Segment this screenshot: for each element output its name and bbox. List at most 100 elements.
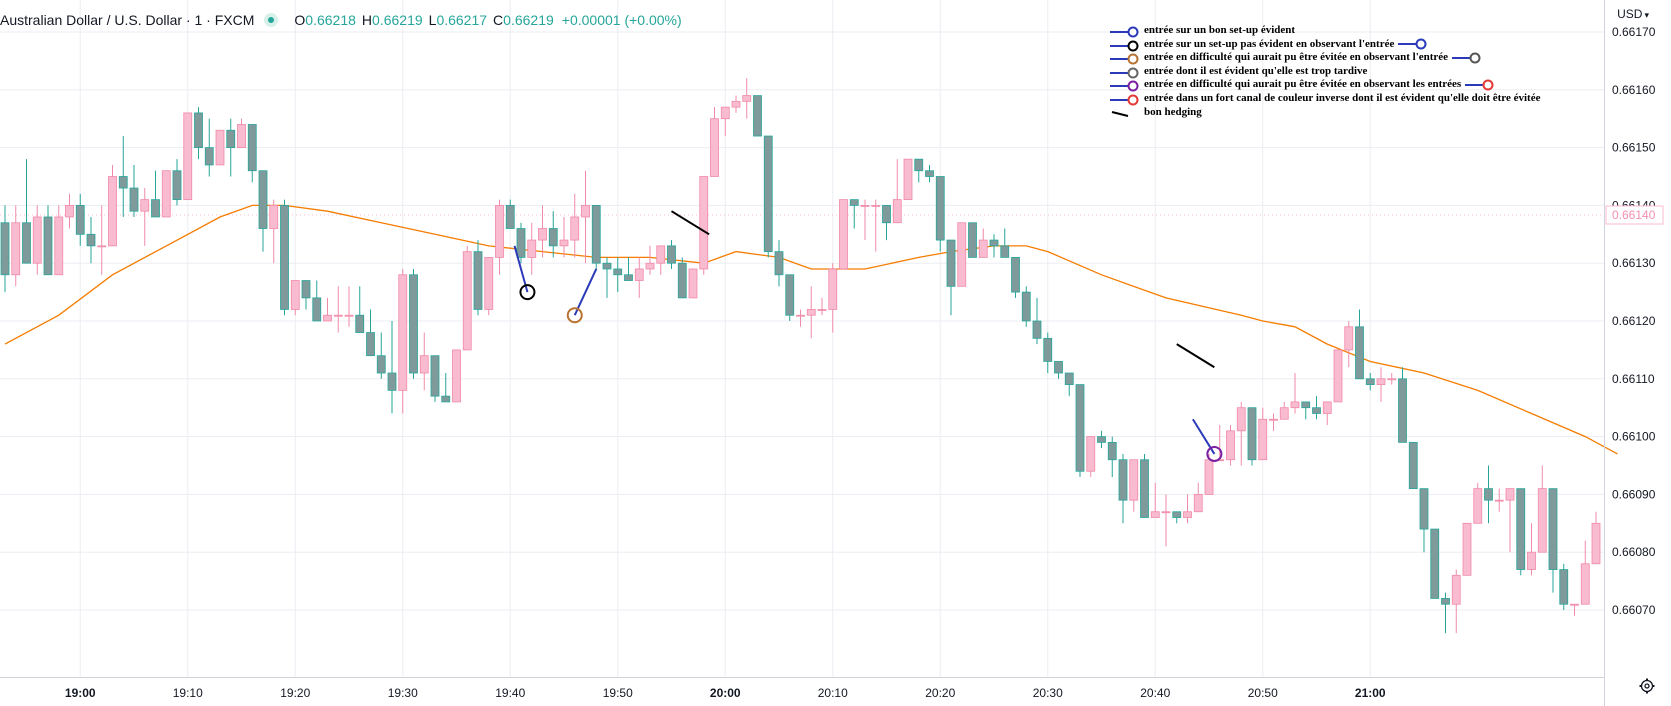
time-axis[interactable]: 19:00 19:10 19:20 19:30 19:40 19:50 20:00 20:10…	[65, 686, 1386, 700]
candle-body	[1279, 407, 1289, 420]
time-tick-label: 19:20	[280, 686, 310, 700]
candle-body	[344, 314, 354, 317]
candle	[1462, 522, 1472, 576]
candle-body	[43, 216, 53, 276]
candle	[108, 164, 117, 247]
legend-item-label: entrée sur un bon set-up évident	[1144, 24, 1296, 36]
candle-body	[839, 199, 848, 270]
candle-body	[1032, 320, 1042, 339]
candle	[774, 240, 784, 287]
candle	[968, 222, 977, 258]
candle	[1215, 425, 1225, 462]
candle-body	[527, 239, 537, 258]
candle	[32, 205, 42, 275]
candle-body	[1419, 488, 1429, 530]
candle-body	[333, 314, 343, 317]
candle-body	[452, 349, 461, 403]
market-status-icon[interactable]	[264, 13, 279, 27]
candle	[785, 274, 795, 321]
candle	[720, 106, 730, 137]
candle-body	[323, 314, 332, 322]
candle	[602, 257, 612, 298]
candle-body	[1097, 436, 1106, 443]
candle-body	[871, 204, 881, 207]
candle-body	[1183, 511, 1192, 518]
last-price-label: 0.66140	[1612, 208, 1656, 222]
candle-body	[194, 112, 203, 148]
candle-body	[1000, 245, 1010, 258]
candle	[1129, 459, 1139, 512]
time-tick-label: 20:30	[1033, 686, 1063, 700]
candle-body	[247, 124, 257, 172]
candle-body	[1236, 407, 1246, 432]
candle	[269, 199, 279, 264]
candle	[118, 136, 128, 217]
price-tick-label: 0.66130	[1612, 256, 1656, 270]
candle-body	[151, 199, 160, 218]
candle-body	[656, 245, 666, 264]
candle-body	[925, 170, 934, 177]
candle-body	[1247, 407, 1257, 461]
candle-body	[1226, 430, 1235, 461]
ring-marker-icon	[1110, 94, 1139, 106]
candle	[376, 332, 386, 379]
candle	[645, 245, 655, 275]
candle-body	[1140, 459, 1149, 518]
candle-body	[183, 112, 193, 201]
price-tick-label: 0.66070	[1612, 603, 1656, 617]
candle-body	[118, 176, 128, 189]
candle-body	[258, 170, 268, 229]
candle	[1258, 407, 1268, 461]
candle-body	[1043, 337, 1053, 362]
candle-body	[301, 280, 311, 299]
candle	[505, 199, 515, 229]
candle	[1269, 413, 1278, 431]
candle	[796, 309, 805, 327]
candle	[409, 268, 418, 379]
candle-body	[1365, 378, 1375, 385]
candle-body	[1269, 418, 1278, 421]
candle	[1183, 494, 1192, 524]
symbol-title[interactable]: Australian Dollar / U.S. Dollar · 1 · FX…	[0, 12, 255, 28]
high-value: 0.66219	[372, 12, 423, 28]
candle	[65, 193, 74, 229]
candle-body	[1548, 488, 1558, 570]
candle-body	[860, 204, 870, 207]
change-value: +0.00001 (+0.00%)	[561, 12, 682, 28]
moving-average-line	[4, 204, 1618, 455]
time-tick-label: 19:30	[388, 686, 418, 700]
currency-selector[interactable]: USD ▾	[1617, 7, 1649, 21]
candle-body	[1075, 384, 1085, 472]
candle	[1193, 482, 1203, 513]
candle-body	[441, 395, 451, 403]
candle	[957, 222, 967, 287]
candle-body	[22, 222, 31, 264]
legend-item: entrée sur un set-up pas évident en obse…	[1110, 38, 1550, 52]
candle	[1075, 384, 1085, 478]
candle-body	[312, 297, 322, 322]
candle-body	[97, 245, 107, 248]
candle-body	[1441, 598, 1450, 605]
candle	[1484, 465, 1493, 524]
time-tick-label: 19:50	[603, 686, 633, 700]
candle	[172, 159, 182, 206]
candle	[1021, 286, 1031, 327]
candle	[1430, 528, 1440, 599]
candle-body	[1516, 488, 1526, 570]
candle	[1387, 373, 1397, 385]
candle-body	[1011, 257, 1020, 293]
ring-marker-icon	[1465, 79, 1494, 91]
candle-body	[978, 239, 988, 258]
candle	[1344, 321, 1354, 368]
candle-body	[796, 314, 805, 317]
candle	[677, 257, 687, 299]
price-tick-label: 0.66080	[1612, 545, 1656, 559]
candle-body	[720, 106, 730, 120]
price-axis[interactable]: 0.66170 0.66160 0.66150 0.66140 0.66130 0.661…	[1612, 25, 1656, 617]
legend-item-label: entrée en difficulté qui aurait pu être …	[1144, 78, 1462, 91]
gear-icon[interactable]	[1639, 678, 1655, 694]
candle	[183, 112, 193, 201]
trade-annotations	[513, 210, 1223, 462]
candle-body	[376, 355, 386, 374]
